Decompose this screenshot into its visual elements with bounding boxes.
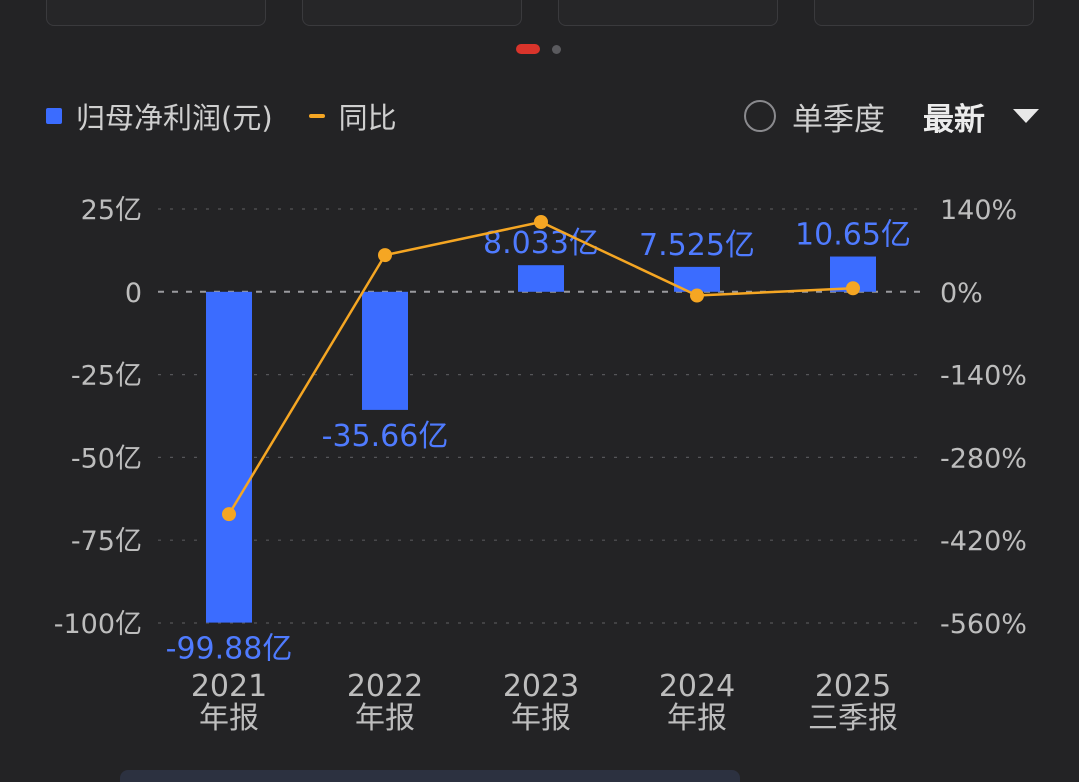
x-tick-label: 2021 <box>191 669 267 704</box>
y-right-tick-label: -420% <box>940 526 1027 557</box>
legend-label-yoy: 同比 <box>338 101 397 135</box>
summary-card[interactable] <box>558 0 778 26</box>
y-right-tick-label: 140% <box>940 195 1017 226</box>
bar-value-label: 7.525亿 <box>639 228 755 263</box>
y-left-tick-label: -50亿 <box>71 443 142 474</box>
bar-value-label: -99.88亿 <box>166 632 293 667</box>
x-tick-sublabel: 年报 <box>199 701 259 736</box>
x-tick-sublabel: 年报 <box>511 701 571 736</box>
period-select[interactable]: 最新 <box>923 101 985 138</box>
chart-controls: 单季度 最新 <box>744 94 1039 138</box>
y-left-tick-label: -75亿 <box>71 526 142 557</box>
line-swatch-icon <box>308 114 325 118</box>
legend-item-yoy[interactable]: 同比 <box>308 95 397 137</box>
x-tick-label: 2022 <box>347 669 423 704</box>
summary-card[interactable] <box>46 0 266 26</box>
y-left-tick-label: 0 <box>125 278 142 309</box>
bar <box>518 265 564 292</box>
y-right-tick-label: -140% <box>940 361 1027 392</box>
y-right-tick-label: -280% <box>940 443 1027 474</box>
x-tick-label: 2023 <box>503 669 579 704</box>
yoy-point <box>222 507 236 522</box>
radio-unchecked-icon[interactable] <box>744 100 776 132</box>
legend-label-profit: 归母净利润(元) <box>76 101 273 135</box>
x-tick-sublabel: 三季报 <box>808 701 898 736</box>
bar-value-label: 8.033亿 <box>483 226 599 261</box>
yoy-point <box>378 248 392 263</box>
single-quarter-toggle[interactable]: 单季度 <box>792 101 885 138</box>
yoy-point <box>534 215 548 230</box>
y-left-tick-label: -100亿 <box>54 609 142 640</box>
x-tick-sublabel: 年报 <box>667 701 727 736</box>
bar <box>206 291 252 623</box>
summary-card[interactable] <box>302 0 522 26</box>
top-card-row <box>0 0 1079 28</box>
triangle-down-icon[interactable] <box>1013 109 1039 123</box>
chart-legend: 归母净利润(元) 同比 <box>46 96 433 136</box>
summary-card[interactable] <box>814 0 1034 26</box>
x-tick-sublabel: 年报 <box>355 701 415 736</box>
yoy-point <box>846 281 860 296</box>
page-dot[interactable] <box>552 45 561 54</box>
bottom-tab-strip <box>120 770 740 782</box>
bar <box>362 291 408 410</box>
yoy-point <box>690 288 704 303</box>
y-left-tick-label: -25亿 <box>71 361 142 392</box>
page-dot-active[interactable] <box>516 44 540 54</box>
bar-swatch-icon <box>46 108 62 124</box>
bar-value-label: 10.65亿 <box>795 218 911 253</box>
y-right-tick-label: -560% <box>940 609 1027 640</box>
profit-chart: 25亿 0 -25亿 -50亿 -75亿 -100亿 140% 0% -140% -280% -42… <box>54 195 1027 736</box>
legend-item-profit[interactable]: 归母净利润(元) <box>46 95 273 137</box>
x-tick-label: 2025 <box>815 669 891 704</box>
bar-value-label: -35.66亿 <box>322 419 449 454</box>
x-tick-label: 2024 <box>659 669 735 704</box>
y-left-tick-label: 25亿 <box>81 195 142 226</box>
y-right-tick-label: 0% <box>940 278 983 309</box>
